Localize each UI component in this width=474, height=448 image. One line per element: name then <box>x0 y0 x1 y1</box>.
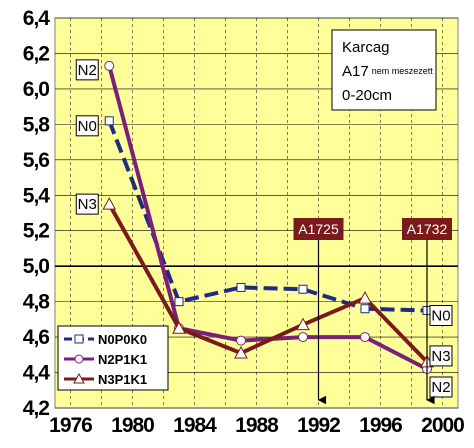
info-box: Karcag A17 nem meszezett 0-20cm <box>331 29 437 111</box>
y-tick-label: 6,2 <box>23 42 50 65</box>
point-N2P1K1 <box>236 335 246 346</box>
series-tag-label: N3 <box>431 348 450 365</box>
y-tick-label: 5,0 <box>23 255 50 278</box>
annotation-box <box>402 218 452 240</box>
y-tick-label: 5,2 <box>23 220 50 243</box>
point-N3P1K1 <box>172 321 186 334</box>
series-tag-label: N0 <box>78 118 97 135</box>
point-N0P0K0 <box>104 116 114 126</box>
y-tick-label: 6,4 <box>23 7 51 30</box>
annotations: A1725 A1732 <box>293 218 452 405</box>
y-tick-label: 5,8 <box>23 113 51 136</box>
info-box-line3: 0-20cm <box>342 87 392 104</box>
series-layer: N0 N0 N2 N2 N3 N3 <box>75 59 453 398</box>
series-tag-box <box>75 59 99 81</box>
y-tick-label: 4,2 <box>23 397 50 420</box>
info-box-line2: A17 nem meszezett <box>342 63 433 80</box>
x-tick-label: 1976 <box>49 414 92 437</box>
legend: N0P0K0 N2P1K1 N3P1K1 <box>57 325 169 391</box>
y-tick-label: 5,4 <box>23 184 51 207</box>
series-tag-label: N2 <box>78 62 97 79</box>
x-tick-label: 2000 <box>421 414 464 437</box>
series-tag-box <box>429 345 453 367</box>
legend-marker <box>73 372 85 384</box>
point-N2P1K1 <box>360 332 370 343</box>
series-tag-label: N3 <box>78 196 97 213</box>
series-tag-box <box>429 376 453 398</box>
series-line-N0P0K0 <box>107 120 428 313</box>
annotation-box <box>293 218 344 240</box>
point-N0P0K0 <box>174 297 184 307</box>
y-tick-label: 4,6 <box>23 326 50 349</box>
legend-marker <box>74 334 84 344</box>
series-tag-label: N0 <box>431 308 450 325</box>
point-N0P0K0 <box>360 304 370 314</box>
point-N3P1K1 <box>296 317 310 331</box>
annotation-label: A1725 <box>298 221 339 237</box>
series-tag-box <box>75 115 99 137</box>
series-line-N3P1K1 <box>107 203 429 364</box>
point-N2P1K1 <box>104 60 115 71</box>
x-tick-label: 1980 <box>111 414 154 437</box>
axes: 4,2 4,4 4,6 4,8 5,0 5,2 5,4 5,6 5,8 6,0 6,2 6,4 1976… <box>23 7 465 437</box>
legend-entry-label: N0P0K0 <box>98 332 147 347</box>
y-tick-label: 6,0 <box>23 78 50 101</box>
x-tick-label: 1996 <box>359 414 402 437</box>
point-N0P0K0 <box>236 282 246 292</box>
point-N3P1K1 <box>102 197 117 210</box>
point-N3P1K1 <box>234 346 248 359</box>
legend-entry-label: N2P1K1 <box>98 352 147 367</box>
x-tick-label: 1988 <box>235 414 279 437</box>
point-N3P1K1 <box>358 291 372 304</box>
y-tick-label: 5,6 <box>23 149 50 172</box>
info-box-line1: Karcag <box>342 39 390 56</box>
series-tag-label: N2 <box>431 379 450 396</box>
legend-entry-label: N3P1K1 <box>98 372 147 387</box>
series-tag-box <box>429 305 453 326</box>
point-N2P1K1 <box>298 332 308 343</box>
point-N0P0K0 <box>298 284 308 294</box>
y-tick-label: 4,4 <box>23 362 51 385</box>
legend-marker <box>74 354 84 364</box>
x-tick-label: 1992 <box>297 414 340 437</box>
series-tag-box <box>75 193 99 215</box>
x-tick-label: 1984 <box>173 414 217 437</box>
y-tick-label: 4,8 <box>23 291 51 314</box>
annotation-label: A1732 <box>407 221 448 237</box>
